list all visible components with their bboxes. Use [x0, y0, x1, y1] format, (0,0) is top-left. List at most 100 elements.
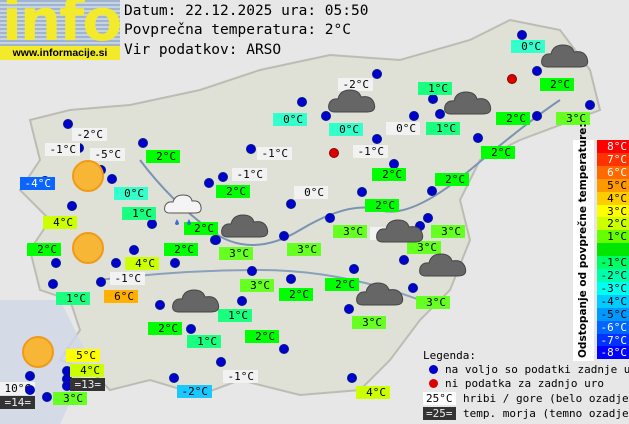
- station-marker[interactable]: [211, 235, 221, 245]
- scale-row: 3°C: [597, 204, 629, 218]
- station-marker[interactable]: [321, 111, 331, 121]
- station-marker[interactable]: [107, 174, 117, 184]
- station-marker[interactable]: [286, 199, 296, 209]
- station-temperature-label: 0°C: [386, 122, 420, 135]
- station-marker[interactable]: [42, 392, 52, 402]
- station-marker[interactable]: [186, 324, 196, 334]
- station-marker[interactable]: [357, 187, 367, 197]
- station-marker[interactable]: [517, 30, 527, 40]
- station-marker[interactable]: [155, 300, 165, 310]
- station-marker-missing[interactable]: [329, 148, 339, 158]
- station-marker-missing[interactable]: [507, 74, 517, 84]
- scale-row: [597, 243, 629, 257]
- station-temperature-label: 2°C: [148, 322, 182, 335]
- cloud-icon: [327, 86, 377, 118]
- station-temperature-label: 3°C: [240, 279, 274, 292]
- station-temperature-label: 3°C: [53, 392, 87, 405]
- station-marker[interactable]: [51, 258, 61, 268]
- scale-row: -5°C: [597, 307, 629, 321]
- station-temperature-label: -1°C: [353, 145, 388, 158]
- scale-row: 8°C: [597, 140, 629, 153]
- scale-row: -1°C: [597, 256, 629, 270]
- legend-sea-sample: =25=: [423, 407, 456, 420]
- station-marker[interactable]: [325, 213, 335, 223]
- station-marker[interactable]: [409, 111, 419, 121]
- station-temperature-label: 2°C: [325, 278, 359, 291]
- station-temperature-label: -2°C: [72, 128, 107, 141]
- station-marker[interactable]: [279, 231, 289, 241]
- logo[interactable]: info www.informacije.si: [0, 0, 122, 60]
- legend-mountain-text: hribi / gore (belo ozadje): [463, 392, 629, 405]
- cloud-icon: [443, 88, 493, 120]
- station-marker[interactable]: [427, 186, 437, 196]
- station-temperature-label: 3°C: [416, 296, 450, 309]
- station-marker[interactable]: [435, 109, 445, 119]
- station-marker[interactable]: [129, 245, 139, 255]
- station-temperature-label: 3°C: [333, 225, 367, 238]
- scale-row: -4°C: [597, 294, 629, 308]
- legend-title: Legenda:: [423, 349, 476, 362]
- station-temperature-label: -5°C: [90, 148, 125, 161]
- station-marker[interactable]: [344, 304, 354, 314]
- station-temperature-label: 4°C: [43, 216, 77, 229]
- station-temperature-label: 3°C: [431, 225, 465, 238]
- station-marker[interactable]: [297, 97, 307, 107]
- station-marker[interactable]: [428, 94, 438, 104]
- station-marker[interactable]: [585, 100, 595, 110]
- scale-title: Odstopanje od povprečne temperature:: [573, 123, 594, 361]
- station-temperature-label: -1°C: [223, 370, 258, 383]
- scale-row: 7°C: [597, 152, 629, 166]
- scale-row: 2°C: [597, 217, 629, 231]
- station-marker[interactable]: [218, 172, 228, 182]
- station-marker[interactable]: [48, 279, 58, 289]
- station-marker[interactable]: [111, 258, 121, 268]
- station-marker[interactable]: [473, 133, 483, 143]
- station-temperature-label: 4°C: [356, 386, 390, 399]
- station-temperature-label: 0°C: [114, 187, 148, 200]
- station-temperature-label: 2°C: [146, 150, 180, 163]
- station-marker[interactable]: [25, 371, 35, 381]
- station-temperature-label: 1°C: [418, 82, 452, 95]
- station-marker[interactable]: [372, 69, 382, 79]
- station-marker[interactable]: [399, 255, 409, 265]
- station-marker[interactable]: [247, 266, 257, 276]
- station-marker[interactable]: [372, 134, 382, 144]
- logo-url-link[interactable]: www.informacije.si: [0, 46, 120, 60]
- station-marker[interactable]: [286, 274, 296, 284]
- station-marker[interactable]: [216, 357, 226, 367]
- station-marker[interactable]: [532, 66, 542, 76]
- station-marker[interactable]: [67, 201, 77, 211]
- legend-sea-text: temp. morja (temno ozadje): [463, 407, 629, 420]
- station-marker[interactable]: [25, 385, 35, 395]
- station-marker[interactable]: [237, 296, 247, 306]
- station-marker[interactable]: [169, 373, 179, 383]
- cloud-icon: [375, 216, 425, 248]
- scale-row: -6°C: [597, 320, 629, 334]
- station-marker[interactable]: [63, 119, 73, 129]
- cloud-icon: [171, 286, 221, 318]
- scale-row: -3°C: [597, 281, 629, 295]
- station-temperature-label: -2°C: [177, 385, 212, 398]
- scale-row: 4°C: [597, 191, 629, 205]
- station-temperature-label: 5°C: [66, 349, 100, 362]
- station-marker[interactable]: [408, 283, 418, 293]
- station-marker[interactable]: [138, 138, 148, 148]
- station-marker[interactable]: [349, 264, 359, 274]
- scale-row: 5°C: [597, 178, 629, 192]
- station-marker[interactable]: [246, 144, 256, 154]
- station-marker[interactable]: [96, 277, 106, 287]
- scale-row: -7°C: [597, 333, 629, 347]
- station-marker[interactable]: [532, 111, 542, 121]
- cloud-rain-icon: [163, 193, 203, 231]
- station-marker[interactable]: [170, 258, 180, 268]
- station-marker[interactable]: [279, 344, 289, 354]
- station-temperature-label: 2°C: [164, 243, 198, 256]
- station-marker[interactable]: [423, 213, 433, 223]
- station-marker[interactable]: [204, 178, 214, 188]
- station-marker[interactable]: [347, 373, 357, 383]
- station-temperature-label: -1°C: [110, 272, 145, 285]
- logo-text: info: [2, 0, 122, 54]
- cloud-icon: [220, 211, 270, 243]
- average-temperature-line: Povprečna temperatura: 2°C: [124, 22, 351, 38]
- station-marker[interactable]: [147, 219, 157, 229]
